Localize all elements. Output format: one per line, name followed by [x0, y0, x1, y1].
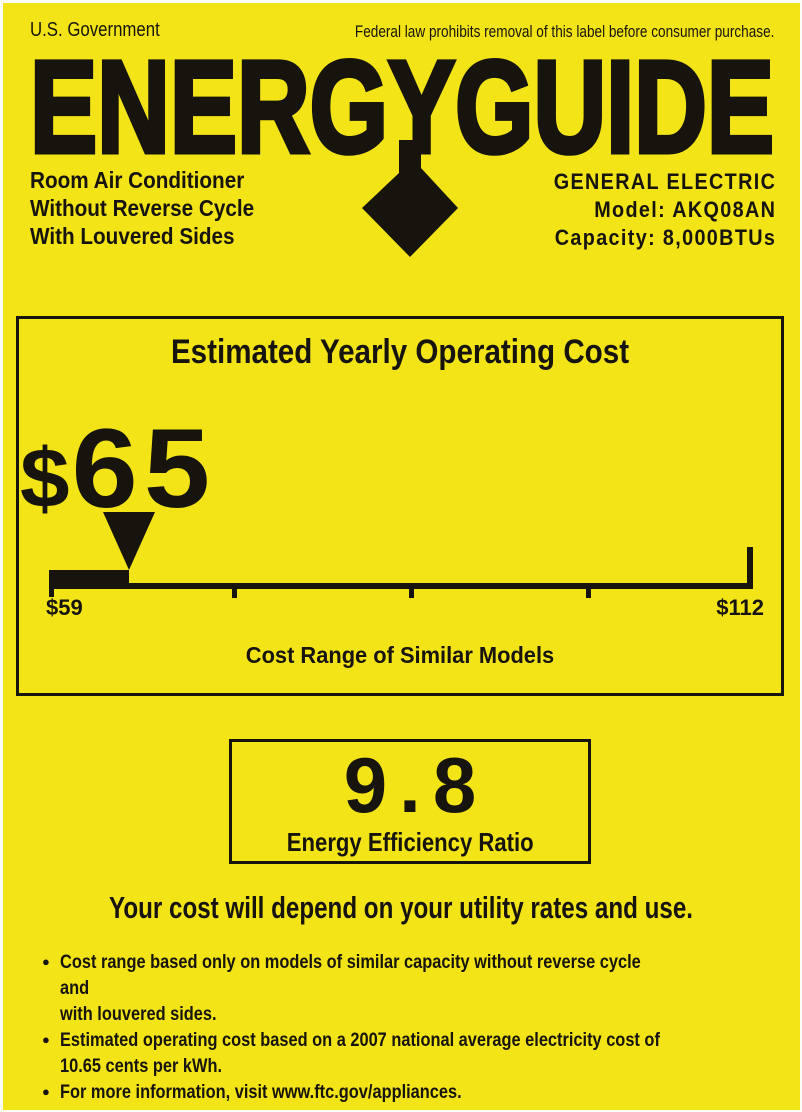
scale-max-label: $112	[716, 595, 764, 620]
eer-box: 9.8 Energy Efficiency Ratio	[229, 739, 591, 864]
bullet-icon: ●	[42, 954, 50, 969]
operating-cost-box	[16, 316, 784, 696]
scale-tick-min	[49, 583, 54, 597]
product-line-1: Room Air Conditioner	[30, 167, 245, 193]
footnote-list: ● Cost range based only on models of sim…	[42, 949, 788, 1105]
eer-value: 9.8	[343, 740, 489, 829]
cost-value: 65	[71, 406, 217, 531]
cost-currency-sign: $	[20, 431, 72, 525]
product-description: Room Air Conditioner Without Reverse Cyc…	[30, 166, 254, 250]
scale-tick-q2	[409, 589, 414, 598]
energyguide-logo: ENERGYGUIDE	[30, 48, 777, 160]
eer-label: Energy Efficiency Ratio	[286, 826, 534, 857]
down-arrow-icon	[362, 140, 458, 257]
operating-cost-title: Estimated Yearly Operating Cost	[170, 333, 630, 371]
product-line-3: With Louvered Sides	[30, 223, 235, 249]
energyguide-logo-text: ENERGYGUIDE	[30, 48, 774, 160]
federal-law-notice: Federal law prohibits removal of this la…	[354, 22, 774, 41]
scale-tick-q1	[232, 589, 237, 598]
manufacturer-name: GENERAL ELECTRIC	[553, 169, 776, 194]
cost-marker-triangle	[103, 512, 155, 570]
cost-range-bar	[49, 570, 129, 583]
scale-tick-q3	[586, 589, 591, 598]
footnote-text: Cost range based only on models of simil…	[60, 951, 641, 1025]
footnote-text: Estimated operating cost based on a 2007…	[60, 1029, 660, 1077]
product-line-2: Without Reverse Cycle	[30, 195, 255, 221]
capacity: Capacity: 8,000BTUs	[554, 225, 776, 250]
utility-rates-headline: Your cost will depend on your utility ra…	[108, 890, 694, 925]
bullet-icon: ●	[42, 1084, 50, 1099]
scale-caption: Cost Range of Similar Models	[245, 642, 555, 668]
bullet-icon: ●	[42, 1032, 50, 1047]
footnote-item: ● For more information, visit www.ftc.go…	[42, 1079, 788, 1105]
manufacturer-block: GENERAL ELECTRIC Model: AKQ08AN Capacity…	[553, 168, 776, 252]
footnote-item: ● Estimated operating cost based on a 20…	[42, 1027, 788, 1079]
scale-tick-max	[747, 547, 753, 589]
model-number: Model: AKQ08AN	[593, 197, 776, 222]
footnote-item: ● Cost range based only on models of sim…	[42, 949, 788, 1027]
us-government-text: U.S. Government	[30, 19, 160, 41]
footnote-text: For more information, visit www.ftc.gov/…	[60, 1081, 462, 1103]
estimated-cost-figure: $65	[20, 404, 216, 533]
scale-min-label: $59	[46, 595, 83, 620]
cost-scale-line	[49, 583, 753, 589]
